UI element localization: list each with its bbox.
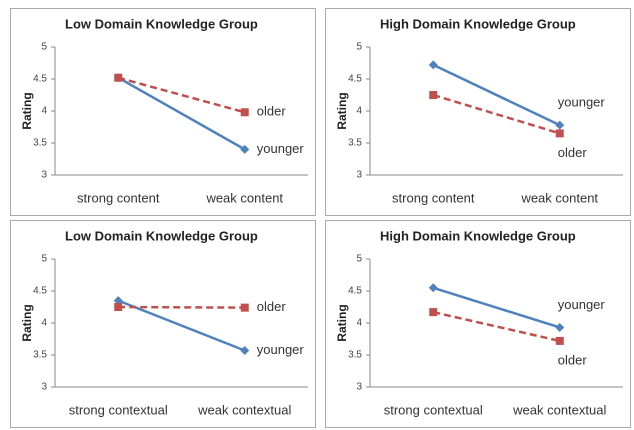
panel [325, 220, 631, 428]
series-line [117, 299, 246, 352]
y-tick-label: 4 [41, 106, 47, 117]
chart-title: Low Domain Knowledge Group [65, 16, 258, 31]
marker [428, 60, 438, 70]
x-tick-label: strong contextual [384, 402, 483, 417]
marker [113, 296, 123, 306]
marker [555, 322, 565, 332]
series-line [432, 286, 561, 329]
marker [240, 303, 249, 312]
y-tick-label: 3.5 [348, 350, 362, 361]
series-line [432, 63, 561, 127]
chart-title: Low Domain Knowledge Group [65, 228, 258, 243]
series-line [117, 76, 246, 151]
marker [240, 144, 250, 154]
marker [429, 308, 438, 317]
x-tick-label: weak content [205, 190, 283, 205]
marker [114, 303, 123, 311]
y-tick-label: 4.5 [348, 74, 362, 85]
y-tick-label: 3 [356, 170, 362, 181]
y-axis-label: Rating [20, 92, 34, 129]
x-tick-label: weak contextual [197, 402, 291, 417]
y-tick-label: 3 [41, 170, 47, 181]
y-tick-label: 3.5 [33, 350, 47, 361]
y-axis-label: Rating [335, 92, 349, 129]
x-tick-label: strong contextual [69, 402, 168, 417]
marker [240, 346, 250, 356]
series-label: older [257, 299, 287, 314]
marker [240, 108, 249, 117]
x-tick-label: strong content [392, 190, 475, 205]
y-tick-label: 4 [41, 318, 47, 329]
y-tick-label: 4 [356, 106, 362, 117]
y-tick-label: 4.5 [348, 286, 362, 297]
y-axis-label: Rating [20, 304, 34, 341]
series-label: older [257, 104, 287, 119]
panel [325, 8, 631, 216]
y-tick-label: 5 [41, 42, 47, 53]
y-tick-label: 4.5 [33, 74, 47, 85]
series-label: older [558, 145, 588, 160]
y-tick-label: 3.5 [348, 138, 362, 149]
y-tick-label: 5 [356, 42, 362, 53]
y-axis-label: Rating [335, 304, 349, 341]
series-line [432, 93, 561, 135]
panel [10, 8, 316, 216]
marker [555, 129, 564, 138]
series-label: younger [257, 141, 305, 156]
y-tick-label: 3 [41, 382, 47, 393]
series-label: younger [257, 342, 305, 357]
y-tick-label: 5 [356, 254, 362, 265]
series-line [118, 305, 245, 309]
y-tick-label: 4.5 [33, 286, 47, 297]
y-tick-label: 5 [41, 254, 47, 265]
chart-title: High Domain Knowledge Group [380, 228, 576, 243]
marker [555, 336, 564, 345]
x-tick-label: weak contextual [512, 402, 606, 417]
series-label: younger [558, 297, 606, 312]
x-tick-label: weak content [520, 190, 598, 205]
y-tick-label: 3 [356, 382, 362, 393]
panel [10, 220, 316, 428]
y-tick-label: 4 [356, 318, 362, 329]
marker [429, 91, 438, 99]
series-label: older [558, 352, 588, 367]
y-tick-label: 3.5 [33, 138, 47, 149]
chart-title: High Domain Knowledge Group [380, 16, 576, 31]
marker [428, 283, 438, 293]
marker [555, 120, 565, 130]
series-label: younger [558, 95, 606, 110]
x-tick-label: strong content [77, 190, 160, 205]
marker [114, 73, 123, 82]
